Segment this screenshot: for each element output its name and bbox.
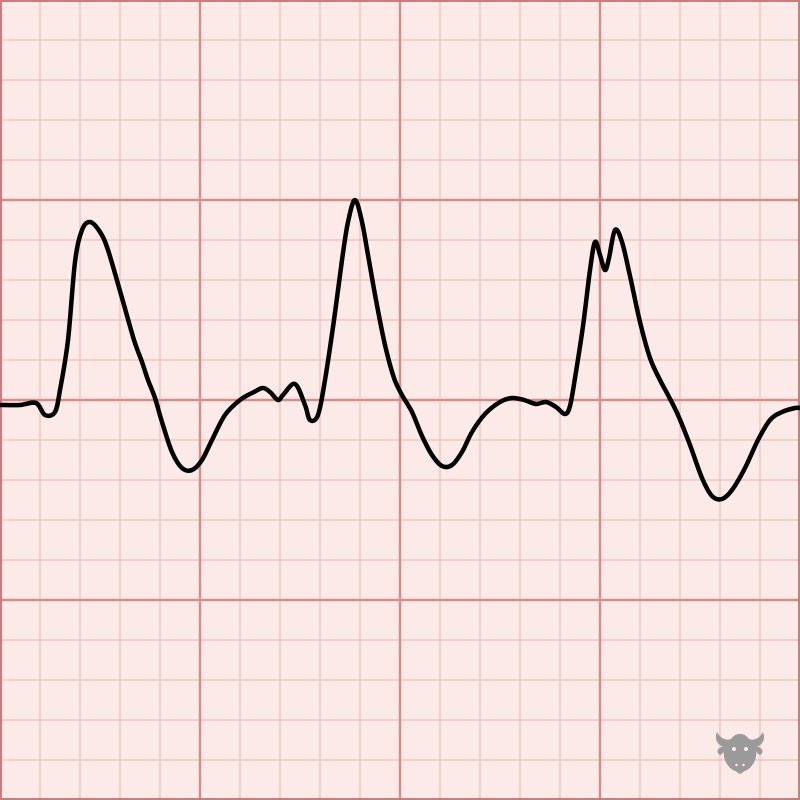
ecg-chart (0, 0, 800, 800)
